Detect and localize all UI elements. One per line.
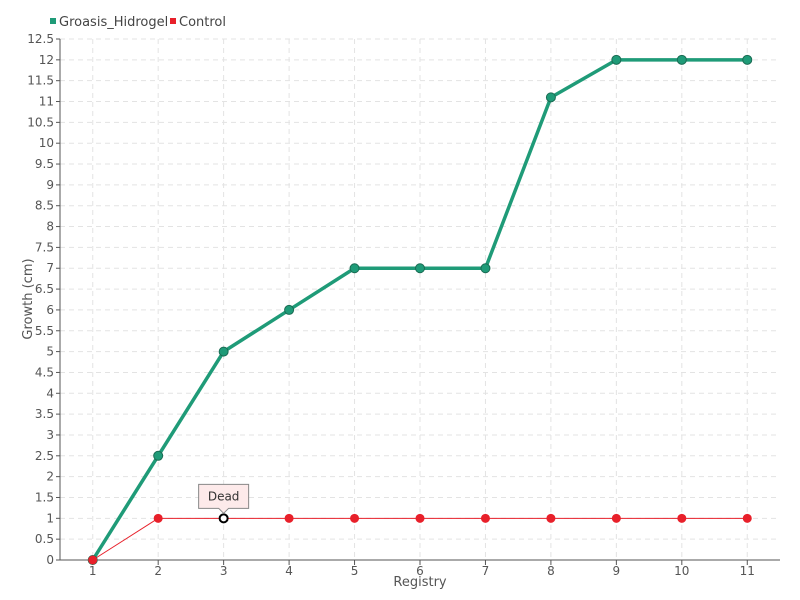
y-tick-label: 5.5 (35, 324, 54, 338)
x-tick-label: 5 (351, 564, 359, 578)
data-point-control (546, 513, 556, 523)
data-point-groasis-hidrogel (415, 263, 425, 274)
x-tick-label: 9 (613, 564, 621, 578)
y-tick-label: 7.5 (35, 240, 54, 254)
y-tick-label: 8 (46, 220, 54, 234)
x-axis-title: Registry (393, 575, 447, 590)
data-point-groasis-hidrogel (284, 304, 295, 315)
annotation-tooltip: Dead (198, 483, 250, 515)
data-point-control (153, 513, 163, 523)
y-tick-label: 4.5 (35, 365, 54, 379)
data-point-groasis-hidrogel (480, 263, 491, 274)
y-tick-label: 7 (46, 261, 54, 275)
data-point-control (350, 513, 360, 523)
data-points (87, 54, 753, 565)
data-point-groasis-hidrogel (153, 450, 164, 461)
y-tick-label: 4 (46, 386, 54, 400)
y-tick-label: 8.5 (35, 199, 54, 213)
y-tick-label: 1.5 (35, 490, 54, 504)
data-point-control (218, 513, 229, 524)
data-point-groasis-hidrogel (349, 263, 360, 274)
y-tick-label: 11.5 (27, 74, 54, 88)
y-tick-label: 1 (46, 511, 54, 525)
y-tick-label: 0.5 (35, 532, 54, 546)
data-point-groasis-hidrogel (676, 54, 687, 65)
x-tick-label: 6 (416, 564, 424, 578)
y-tick-label: 9.5 (35, 157, 54, 171)
x-tick-label: 2 (154, 564, 162, 578)
legend-swatch-groasis-hidrogel (50, 18, 56, 24)
y-tick-label: 9 (46, 178, 54, 192)
y-tick-label: 11 (39, 95, 54, 109)
x-tick-label: 3 (220, 564, 228, 578)
y-tick-label: 6.5 (35, 282, 54, 296)
data-point-control (480, 513, 490, 523)
annotations: Dead (198, 483, 250, 515)
data-point-control (677, 513, 687, 523)
data-point-control (284, 513, 294, 523)
x-tick-label: 4 (285, 564, 293, 578)
data-point-control (742, 513, 752, 523)
y-tick-label: 0 (46, 553, 54, 567)
y-tick-label: 10 (39, 136, 54, 150)
y-tick-label: 2.5 (35, 449, 54, 463)
y-tick-label: 12 (39, 53, 54, 67)
x-tick-label: 8 (547, 564, 555, 578)
axes: 00.511.522.533.544.555.566.577.588.599.5… (27, 32, 780, 578)
data-point-control (415, 513, 425, 523)
x-tick-label: 11 (740, 564, 755, 578)
grid-lines (60, 38, 780, 560)
x-tick-label: 7 (482, 564, 490, 578)
x-tick-label: 1 (89, 564, 97, 578)
legend-swatch-control (170, 18, 176, 24)
legend-label-groasis-hidrogel: Groasis_Hidrogel (59, 15, 168, 30)
data-point-control (611, 513, 621, 523)
data-point-groasis-hidrogel (611, 54, 622, 65)
data-point-control (88, 555, 98, 565)
data-point-groasis-hidrogel (545, 92, 556, 103)
y-tick-label: 5 (46, 345, 54, 359)
x-tick-label: 10 (674, 564, 689, 578)
legend-label-control: Control (179, 15, 226, 30)
y-tick-label: 3.5 (35, 407, 54, 421)
y-tick-label: 10.5 (27, 115, 54, 129)
data-point-groasis-hidrogel (742, 54, 753, 65)
y-axis-title: Growth (cm) (21, 258, 36, 339)
y-tick-label: 12.5 (27, 32, 54, 46)
annotation-box (198, 483, 250, 515)
data-point-groasis-hidrogel (218, 346, 229, 357)
legend: Groasis_Hidrogel Control (50, 15, 226, 30)
y-tick-label: 6 (46, 303, 54, 317)
y-tick-label: 2 (46, 470, 54, 484)
y-tick-label: 3 (46, 428, 54, 442)
annotation-label: Dead (208, 489, 240, 503)
